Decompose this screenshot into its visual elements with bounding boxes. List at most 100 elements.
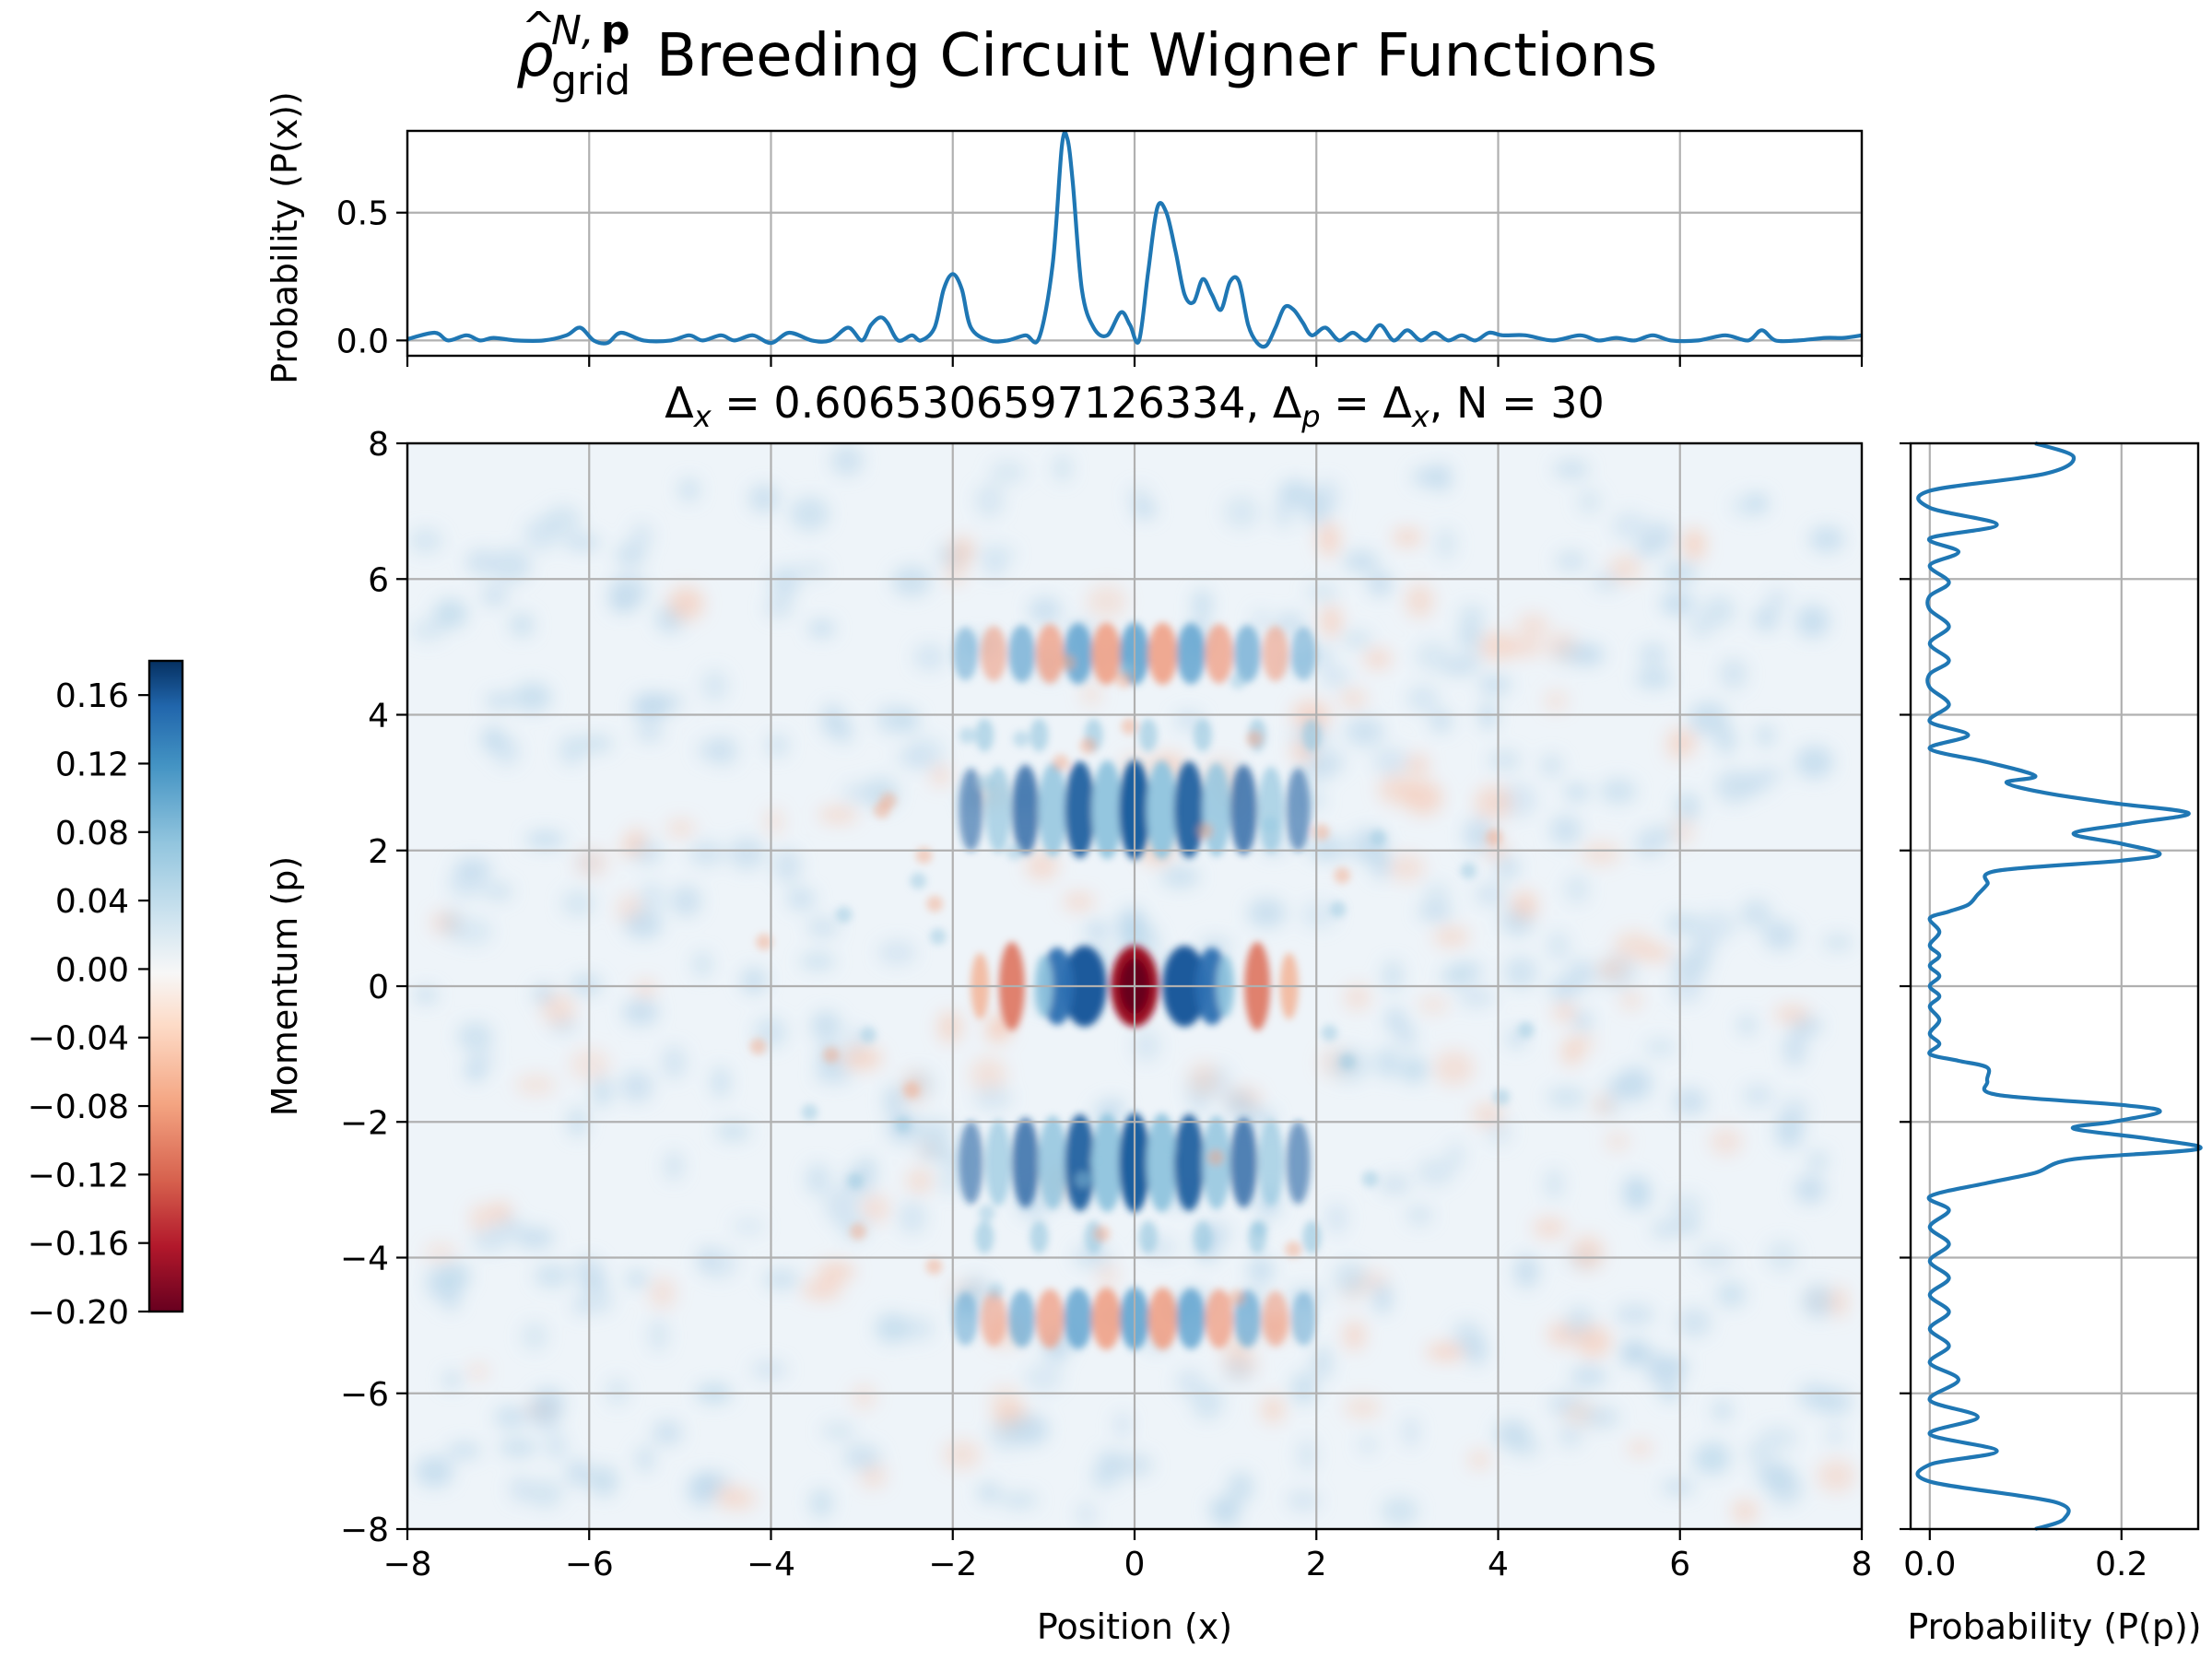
heatmap-speckle <box>1802 1284 1835 1319</box>
heatmap-speckle <box>677 477 700 502</box>
heatmap-speckle <box>575 848 608 877</box>
colorbar-tick-label: 0.16 <box>55 677 129 715</box>
heatmap-speckle <box>1673 1216 1702 1235</box>
heatmap-speckle <box>770 566 800 599</box>
heatmap-speckle <box>1795 605 1830 639</box>
pp-curve <box>1915 441 2203 1532</box>
heatmap-blob <box>1052 754 1069 771</box>
heatmap-speckle <box>1510 1435 1543 1459</box>
heatmap-speckle <box>1389 853 1425 882</box>
heatmap-speckle <box>567 1457 590 1482</box>
heatmap-blob <box>756 933 773 950</box>
heatmap-speckle <box>512 682 552 712</box>
heatmap-blob <box>1079 737 1097 755</box>
heatmap-speckle <box>1406 1205 1433 1226</box>
heatmap-speckle <box>1675 792 1700 822</box>
heatmap-speckle <box>700 669 729 702</box>
top-marginal-plot: 0.0 0.5 Probability (P(x)) <box>265 91 1864 384</box>
heatmap-speckle <box>1406 685 1440 712</box>
heatmap-speckle <box>1073 1244 1112 1269</box>
heatmap-blob <box>1012 730 1030 747</box>
heatmap-speckle <box>409 619 446 642</box>
heatmap-speckle <box>1399 1056 1429 1084</box>
heatmap-speckle <box>1024 1362 1064 1394</box>
heatmap-speckle <box>1372 1282 1393 1314</box>
heatmap-speckle <box>589 1465 618 1497</box>
heatmap-speckle <box>1546 930 1571 962</box>
heatmap-speckle <box>472 1228 510 1252</box>
heatmap-speckle <box>1552 1003 1577 1022</box>
heatmap-blob <box>1230 672 1247 689</box>
heatmap-speckle <box>1286 1489 1322 1512</box>
main-ytick-label: 4 <box>368 698 389 735</box>
top-ytick-label: 0.5 <box>336 195 389 233</box>
heatmap-speckle <box>750 1359 788 1381</box>
right-xtick-label: 0.0 <box>1903 1546 1956 1583</box>
heatmap-speckle <box>1456 622 1484 650</box>
main-ytick-label: −6 <box>340 1376 389 1414</box>
heatmap-speckle <box>1440 966 1472 987</box>
heatmap-blob <box>1091 759 1124 860</box>
heatmap-speckle <box>1272 500 1296 529</box>
heatmap-speckle <box>1533 1218 1566 1238</box>
heatmap-blob <box>978 1205 995 1222</box>
heatmap-speckle <box>408 527 443 555</box>
heatmap-speckle <box>544 505 582 535</box>
heatmap-speckle <box>1378 774 1418 806</box>
heatmap-speckle <box>1290 1371 1318 1406</box>
heatmap-speckle <box>1392 528 1422 547</box>
heatmap-speckle <box>1782 1031 1807 1067</box>
heatmap-speckle <box>983 556 1007 578</box>
heatmap-blob <box>1261 816 1278 833</box>
heatmap-speckle <box>1333 1261 1368 1296</box>
heatmap-speckle <box>467 1047 496 1072</box>
heatmap-speckle <box>1652 824 1680 843</box>
heatmap-speckle <box>1696 910 1737 942</box>
heatmap-blob <box>953 1291 979 1346</box>
heatmap-speckle <box>453 857 492 880</box>
heatmap-speckle <box>1563 874 1590 904</box>
heatmap-speckle <box>785 888 817 911</box>
heatmap-blob <box>1115 671 1133 688</box>
main-xtick-label: −8 <box>382 1546 431 1583</box>
figure-title: ρ ^ N, p grid Breeding Circuit Wigner Fu… <box>516 4 1657 104</box>
heatmap-speckle <box>851 1383 877 1410</box>
heatmap-speckle <box>1651 1218 1678 1240</box>
heatmap-blob <box>1517 1021 1535 1039</box>
heatmap-blob <box>801 1103 818 1121</box>
heatmap-speckle <box>484 881 513 901</box>
heatmap-blob <box>1286 1121 1311 1205</box>
heatmap-speckle <box>1305 582 1339 602</box>
heatmap-speckle <box>1118 905 1147 941</box>
heatmap-speckle <box>1472 1102 1503 1126</box>
heatmap-speckle <box>647 1317 670 1353</box>
heatmap-speckle <box>1641 945 1674 962</box>
heatmap-speckle <box>1606 1132 1630 1150</box>
heatmap-speckle <box>1829 1286 1848 1318</box>
heatmap-blob <box>1202 762 1231 857</box>
heatmap-blob <box>1038 762 1067 857</box>
heatmap-speckle <box>413 986 439 1005</box>
heatmap-blob <box>1262 1290 1288 1347</box>
colorbar-tick-label: 0.08 <box>55 815 129 853</box>
heatmap-speckle <box>605 1377 630 1406</box>
heatmap-speckle <box>877 940 917 966</box>
heatmap-speckle <box>935 1169 964 1194</box>
heatmap-speckle <box>806 916 840 938</box>
heatmap-speckle <box>1433 1050 1475 1086</box>
heatmap-speckle <box>1296 1438 1318 1473</box>
heatmap-speckle <box>1371 847 1391 880</box>
colorbar-tick-label: 0.04 <box>55 883 129 921</box>
heatmap-speckle <box>1223 1357 1253 1383</box>
heatmap-speckle <box>740 967 768 994</box>
heatmap-speckle <box>1568 959 1595 990</box>
heatmap-speckle <box>917 1141 953 1161</box>
heatmap-speckle <box>591 1075 613 1108</box>
heatmap-speckle <box>1319 665 1350 688</box>
heatmap-speckle <box>648 1277 677 1310</box>
heatmap-blob <box>1121 718 1138 735</box>
heatmap-blob <box>1064 1288 1093 1349</box>
heatmap-speckle <box>1311 1346 1334 1380</box>
heatmap-speckle <box>1762 920 1797 951</box>
